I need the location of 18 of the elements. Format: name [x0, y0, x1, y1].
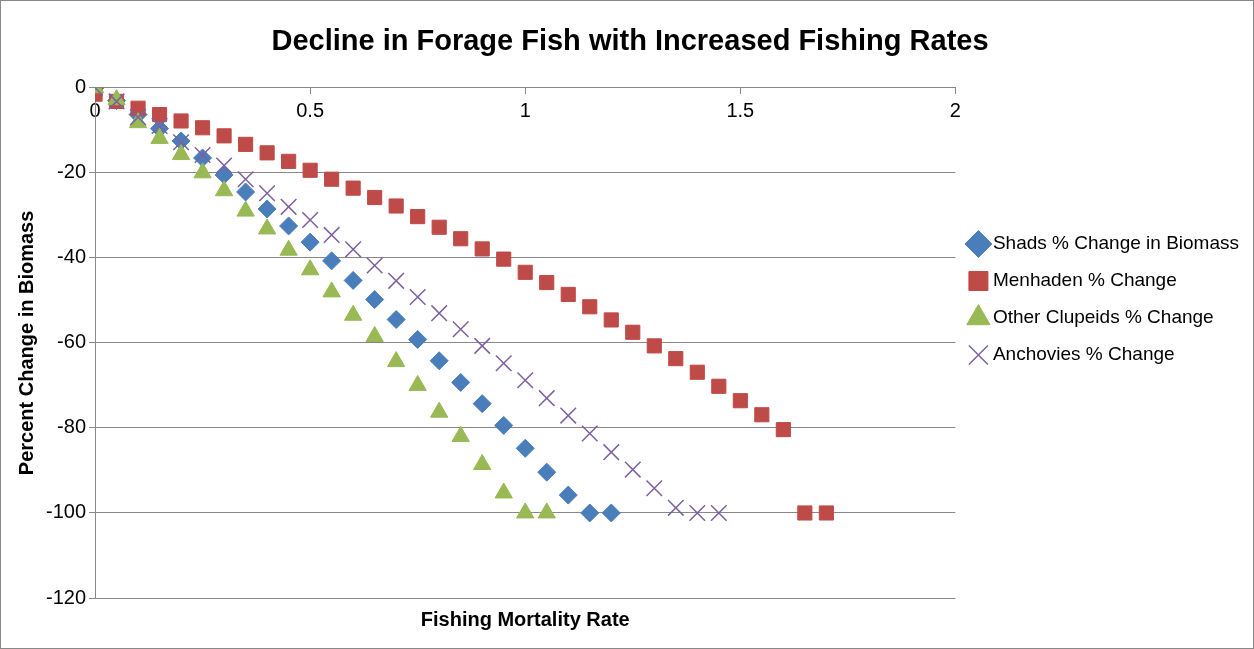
x-tick-label: 0.5 — [296, 99, 325, 122]
y-axis-title: Percent Change in Biomass — [14, 210, 37, 476]
y-tick-label: -60 — [57, 330, 87, 353]
chart-title: Decline in Forage Fish with Increased Fishing Rates — [271, 24, 989, 57]
y-tick-label: -100 — [46, 500, 87, 523]
y-tick-label: -120 — [46, 585, 87, 608]
legend-label: Menhaden % Change — [992, 269, 1177, 291]
legend-label: Anchovies % Change — [992, 343, 1175, 365]
x-tick-label: 1.5 — [726, 99, 755, 122]
y-tick-label: -80 — [57, 415, 87, 438]
y-tick-label: -40 — [57, 245, 87, 268]
x-axis-title: Fishing Mortality Rate — [420, 607, 630, 630]
legend-label: Shads % Change in Biomass — [992, 232, 1240, 254]
x-tick-label: 1 — [519, 99, 531, 122]
y-tick-label: 0 — [74, 75, 87, 98]
y-tick-label: -20 — [57, 160, 87, 183]
x-tick-label: 2 — [949, 99, 961, 122]
legend-label: Other Clupeids % Change — [992, 306, 1214, 328]
